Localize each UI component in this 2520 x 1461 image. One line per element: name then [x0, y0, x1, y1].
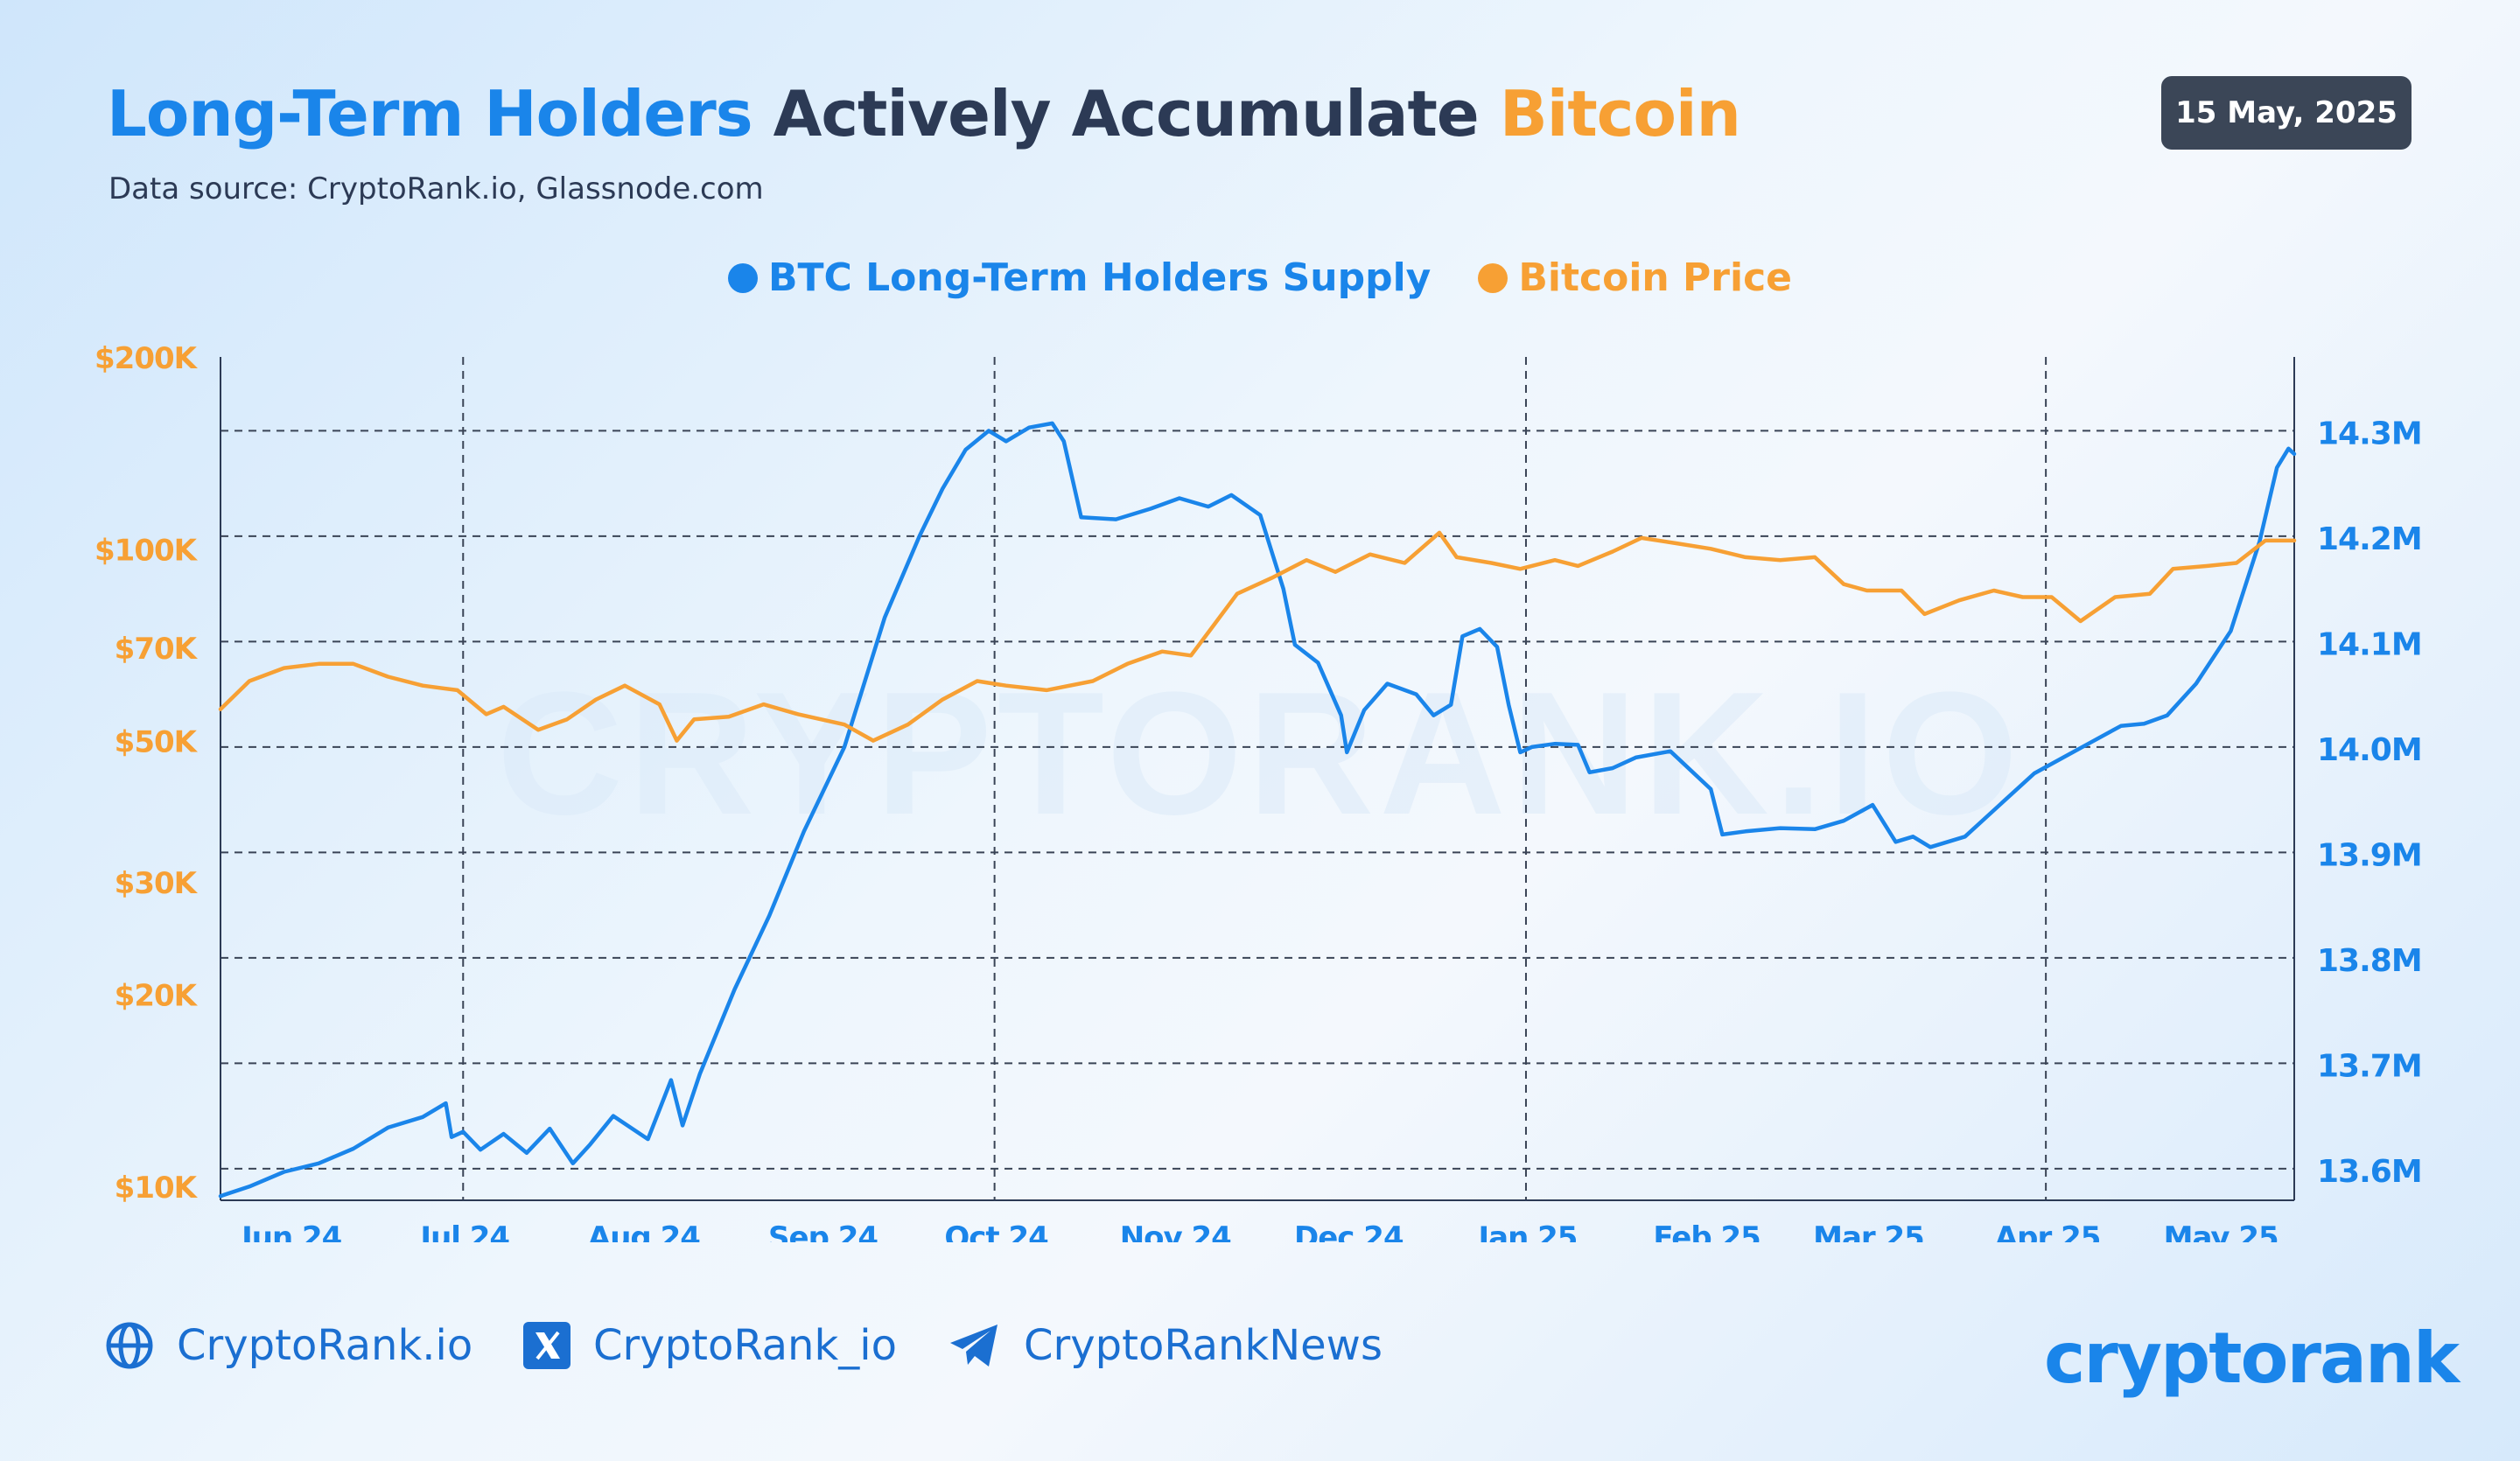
x-tick-label: Mar 25: [1813, 1220, 1924, 1242]
line-chart: CRYPTORANK.IO $10K$20K$30K$50K$70K$100K$…: [94, 341, 2423, 1242]
right-tick-label: 14.2M: [2317, 521, 2422, 557]
date-badge: 15 May, 2025: [2161, 76, 2412, 150]
footer: CryptoRank.io CryptoRank_io CryptoRankNe…: [0, 1318, 2520, 1399]
legend-item-price[interactable]: Bitcoin Price: [1478, 255, 1792, 300]
left-tick-label: $30K: [115, 866, 199, 901]
left-tick-label: $50K: [115, 725, 199, 760]
left-axis-ticks: $10K $20K $30K $50K $70K $100K $200K: [94, 341, 200, 1206]
right-tick-label: 13.9M: [2317, 837, 2422, 873]
brand-logo: cryptorank: [2044, 1318, 2460, 1399]
series-lines: [218, 421, 2297, 1199]
supply-line: [218, 421, 2297, 1199]
x-tick-label: May 25: [2164, 1220, 2278, 1242]
price-line: [218, 530, 2297, 743]
x-tick-label: Aug 24: [588, 1220, 700, 1242]
left-tick-label: $200K: [94, 341, 199, 376]
x-tick-label: Oct 24: [944, 1220, 1048, 1242]
x-tick-label: Feb 25: [1653, 1220, 1760, 1242]
x-tick-label: Jun 24: [240, 1220, 342, 1242]
x-axis-ticks: Jun 24 Jul 24 Aug 24 Sep 24 Oct 24 Nov 24 Dec …: [240, 1220, 2279, 1242]
right-axis-ticks: 13.6M 13.7M 13.8M 13.9M 14.0M 14.1M 14.2M 14.3M: [2317, 416, 2423, 1190]
legend-dot-price: [1478, 262, 1508, 293]
right-tick-label: 14.1M: [2317, 626, 2422, 662]
left-tick-label: $20K: [115, 978, 199, 1013]
right-tick-label: 13.7M: [2317, 1048, 2422, 1084]
x-tick-label: Apr 25: [1995, 1220, 2101, 1242]
x-tick-label: Jan 25: [1477, 1220, 1578, 1242]
right-tick-label: 13.8M: [2317, 943, 2422, 979]
title-part-1: Long-Term Holders: [107, 77, 753, 150]
legend-label-price: Bitcoin Price: [1518, 255, 1792, 300]
title-part-3: Bitcoin: [1499, 77, 1741, 150]
x-tick-label: Dec 24: [1294, 1220, 1404, 1242]
x-logo-icon: [523, 1322, 570, 1369]
legend-item-supply[interactable]: BTC Long-Term Holders Supply: [727, 255, 1432, 300]
chart-title: Long-Term Holders Actively Accumulate Bi…: [107, 77, 1741, 150]
right-tick-label: 13.6M: [2317, 1154, 2422, 1190]
axes: [220, 357, 2295, 1201]
legend-dot-supply: [727, 262, 758, 293]
footer-x-link[interactable]: CryptoRank_io: [523, 1321, 897, 1370]
footer-x-label: CryptoRank_io: [593, 1321, 897, 1370]
watermark: CRYPTORANK.IO: [497, 656, 2024, 851]
title-part-2: Actively Accumulate: [773, 77, 1480, 150]
footer-telegram-label: CryptoRankNews: [1024, 1321, 1382, 1370]
x-tick-label: Nov 24: [1120, 1220, 1231, 1242]
chart-legend: BTC Long-Term Holders Supply Bitcoin Pri…: [0, 255, 2520, 300]
right-tick-label: 14.3M: [2317, 416, 2422, 451]
x-tick-label: Sep 24: [768, 1220, 878, 1242]
grid-lines: [220, 357, 2294, 1200]
telegram-icon: [950, 1325, 998, 1367]
footer-website-link[interactable]: CryptoRank.io: [105, 1321, 472, 1370]
right-tick-label: 14.0M: [2317, 732, 2422, 768]
left-tick-label: $70K: [115, 632, 199, 667]
footer-telegram-link[interactable]: CryptoRankNews: [948, 1321, 1382, 1370]
left-tick-label: $10K: [115, 1171, 199, 1206]
data-source: Data source: CryptoRank.io, Glassnode.co…: [108, 171, 764, 206]
legend-label-supply: BTC Long-Term Holders Supply: [767, 255, 1432, 300]
x-tick-label: Jul 24: [418, 1220, 509, 1242]
left-tick-label: $100K: [94, 533, 199, 568]
globe-icon: [106, 1322, 153, 1369]
footer-website-label: CryptoRank.io: [177, 1321, 473, 1370]
